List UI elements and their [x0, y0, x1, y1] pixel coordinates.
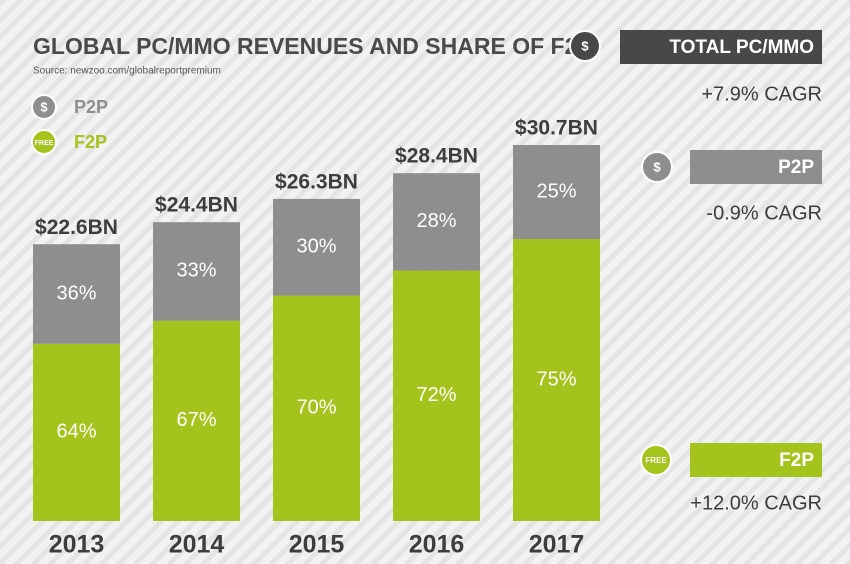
value-label: 72%: [416, 384, 456, 406]
value-label: 67%: [176, 409, 216, 431]
value-label: 36%: [56, 282, 96, 304]
value-label: 64%: [56, 421, 96, 443]
panel-box: [620, 30, 822, 64]
panel-label: TOTAL PC/MMO: [669, 37, 814, 58]
x-tick-label: 2014: [169, 531, 225, 559]
bar-segment: [393, 270, 480, 521]
bar-segment: [33, 244, 120, 344]
icon-label: FREE: [645, 456, 667, 465]
value-label: 70%: [296, 397, 336, 419]
chart-title: GLOBAL PC/MMO REVENUES AND SHARE OF F2P: [33, 33, 593, 59]
bar-segment: [273, 295, 360, 521]
bar-segment: [153, 222, 240, 321]
bar-segment: [33, 343, 120, 521]
total-label: $30.7BN: [515, 117, 598, 140]
icon-label: $: [653, 159, 661, 174]
value-label: 75%: [536, 368, 576, 390]
bar-segment: [273, 198, 360, 296]
panel-cagr: +12.0% CAGR: [690, 492, 822, 514]
total-label: $26.3BN: [275, 170, 358, 193]
icon: [569, 30, 601, 62]
value-label: 33%: [176, 260, 216, 282]
total-label: $22.6BN: [35, 216, 118, 239]
bar-segment: [513, 145, 600, 239]
icon-label: $: [40, 99, 48, 114]
icon-label: $: [581, 38, 589, 53]
value-label: 28%: [416, 210, 456, 232]
icon: [640, 444, 672, 476]
panel-label: F2P: [779, 450, 814, 471]
x-tick-label: 2016: [409, 531, 465, 559]
bar-segment: [513, 239, 600, 521]
total-label: $28.4BN: [395, 145, 478, 168]
bar-segment: [153, 320, 240, 521]
x-tick-label: 2017: [529, 531, 585, 559]
value-label: 30%: [296, 235, 336, 257]
x-tick-label: 2015: [289, 531, 345, 559]
source: Source: newzoo.com/globalreportpremium: [33, 66, 221, 77]
icon: [31, 129, 57, 155]
bar-segment: [393, 173, 480, 271]
panel-box: [690, 150, 822, 184]
value-label: 25%: [536, 180, 576, 202]
icon: [31, 94, 57, 120]
icon: [641, 151, 673, 183]
panel-cagr: +7.9% CAGR: [701, 83, 822, 105]
panel-box: [690, 443, 822, 477]
panel-cagr: -0.9% CAGR: [706, 202, 822, 224]
x-tick-label: 2013: [49, 531, 105, 559]
legend-label: P2P: [74, 97, 108, 117]
panel-label: P2P: [778, 157, 814, 178]
icon-label: FREE: [35, 140, 54, 147]
legend-label: F2P: [74, 132, 107, 152]
total-label: $24.4BN: [155, 194, 238, 217]
